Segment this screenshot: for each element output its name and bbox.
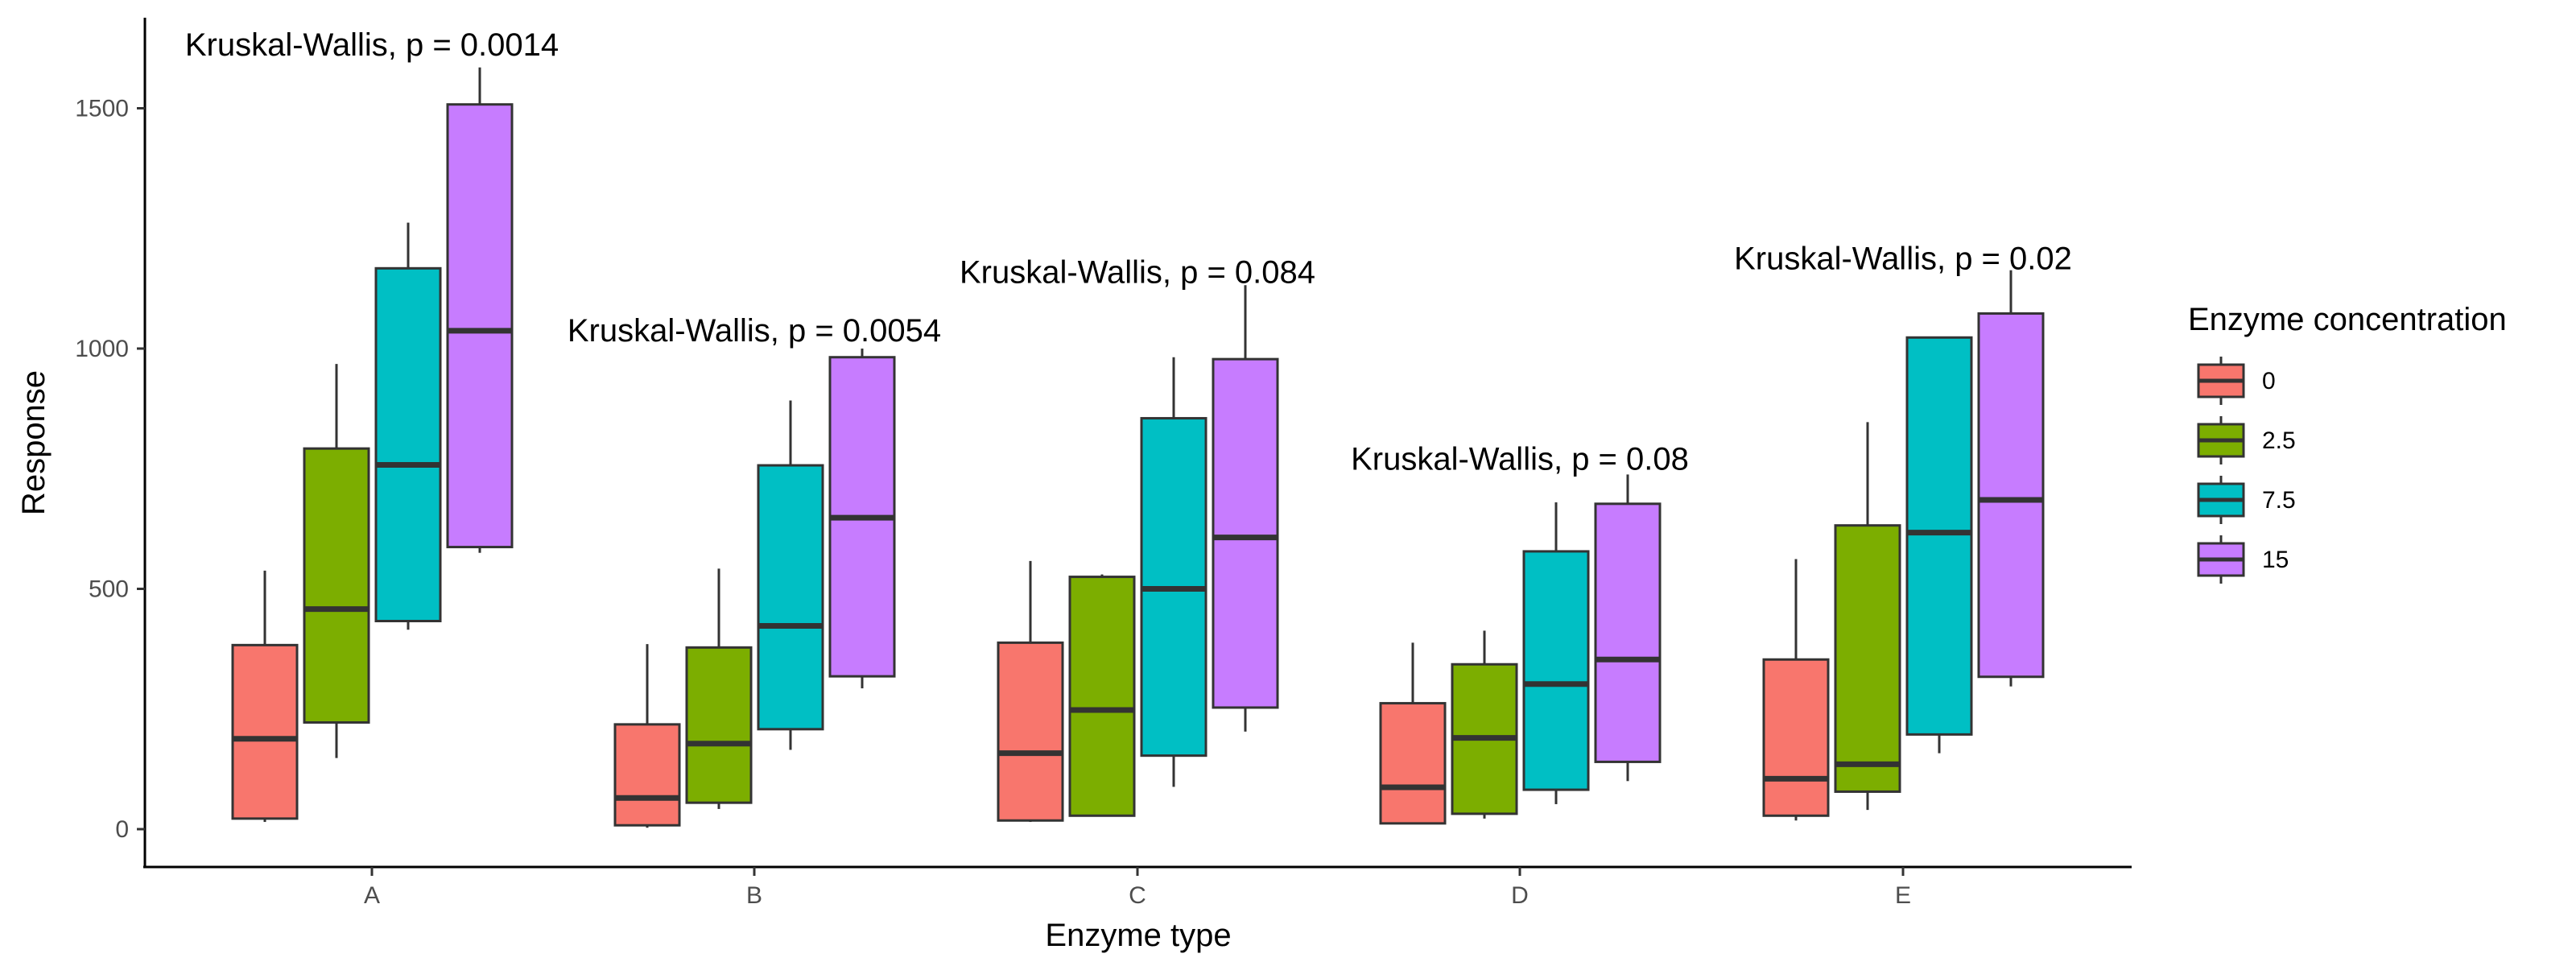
box-body — [1762, 658, 1830, 817]
y-axis-title: Response — [16, 370, 52, 515]
annotation-layer: Kruskal-Wallis, p = 0.0014 Kruskal-Wallis… — [185, 27, 2072, 477]
box-body — [1068, 576, 1136, 817]
y-tick-label: 1000 — [75, 336, 129, 362]
x-tick-label: A — [364, 882, 380, 909]
legend-item-2_5: 2.5 — [2197, 416, 2296, 464]
legend-label: 7.5 — [2262, 487, 2296, 514]
box-body — [1522, 550, 1590, 791]
x-tick-label: E — [1895, 882, 1911, 909]
box-body — [1379, 702, 1447, 825]
legend-label: 0 — [2262, 368, 2276, 394]
box-D-conc-15 — [1594, 474, 1662, 782]
y-tick-label: 1500 — [75, 96, 129, 122]
box-C-conc-2_5 — [1068, 574, 1136, 817]
box-body — [446, 103, 514, 549]
box-E-conc-2_5 — [1834, 422, 1901, 811]
legend-item-7_5: 7.5 — [2197, 476, 2296, 524]
kruskal-wallis-label-E: Kruskal-Wallis, p = 0.02 — [1734, 242, 2072, 277]
y-tick-label: 500 — [89, 576, 129, 603]
legend-label: 15 — [2262, 547, 2289, 573]
x-tick-label: C — [1129, 882, 1146, 909]
box-E-conc-0 — [1762, 559, 1830, 821]
box-body — [1594, 502, 1662, 763]
box-body — [1905, 336, 1973, 736]
boxplot-layer — [231, 67, 2045, 828]
x-tick-label: B — [746, 882, 762, 909]
legend-label: 2.5 — [2262, 427, 2296, 454]
box-body — [1977, 312, 2045, 679]
legend-item-15: 15 — [2197, 535, 2289, 584]
box-body — [231, 643, 299, 820]
box-D-conc-0 — [1379, 642, 1447, 825]
box-B-conc-7_5 — [757, 400, 824, 750]
kruskal-wallis-label-D: Kruskal-Wallis, p = 0.08 — [1351, 442, 1689, 477]
box-body — [997, 641, 1064, 822]
legend-items: 0 2.5 7.5 15 — [2197, 357, 2296, 584]
box-E-conc-7_5 — [1905, 336, 1973, 753]
x-axis-title: Enzyme type — [1045, 918, 1231, 953]
box-body — [303, 447, 370, 724]
box-D-conc-7_5 — [1522, 502, 1590, 804]
box-A-conc-0 — [231, 570, 299, 823]
box-body — [1212, 357, 1279, 709]
kruskal-wallis-label-B: Kruskal-Wallis, p = 0.0054 — [568, 313, 941, 349]
kruskal-wallis-label-C: Kruskal-Wallis, p = 0.084 — [960, 254, 1315, 290]
box-A-conc-2_5 — [303, 364, 370, 758]
box-D-conc-2_5 — [1451, 630, 1518, 819]
x-tick-label: D — [1511, 882, 1529, 909]
box-body — [685, 646, 753, 804]
box-body — [757, 464, 824, 731]
legend: Enzyme concentration 0 2.5 7.5 15 — [2188, 302, 2507, 584]
box-A-conc-7_5 — [374, 222, 442, 630]
box-C-conc-0 — [997, 560, 1064, 823]
box-C-conc-15 — [1212, 285, 1279, 732]
kruskal-wallis-label-A: Kruskal-Wallis, p = 0.0014 — [185, 27, 559, 63]
box-C-conc-7_5 — [1140, 357, 1208, 787]
box-A-conc-15 — [446, 67, 514, 553]
legend-title: Enzyme concentration — [2188, 302, 2507, 337]
y-tick-label: 0 — [115, 816, 129, 843]
legend-item-0: 0 — [2197, 357, 2276, 405]
box-B-conc-0 — [613, 644, 681, 828]
x-axis-ticks: A B C D E — [364, 867, 1911, 909]
y-axis-ticks: 0 500 1000 1500 — [75, 96, 145, 843]
box-body — [374, 266, 442, 622]
box-body — [613, 723, 681, 827]
box-B-conc-15 — [828, 349, 896, 689]
box-B-conc-2_5 — [685, 568, 753, 809]
box-body — [1834, 524, 1901, 793]
box-E-conc-15 — [1977, 270, 2045, 687]
